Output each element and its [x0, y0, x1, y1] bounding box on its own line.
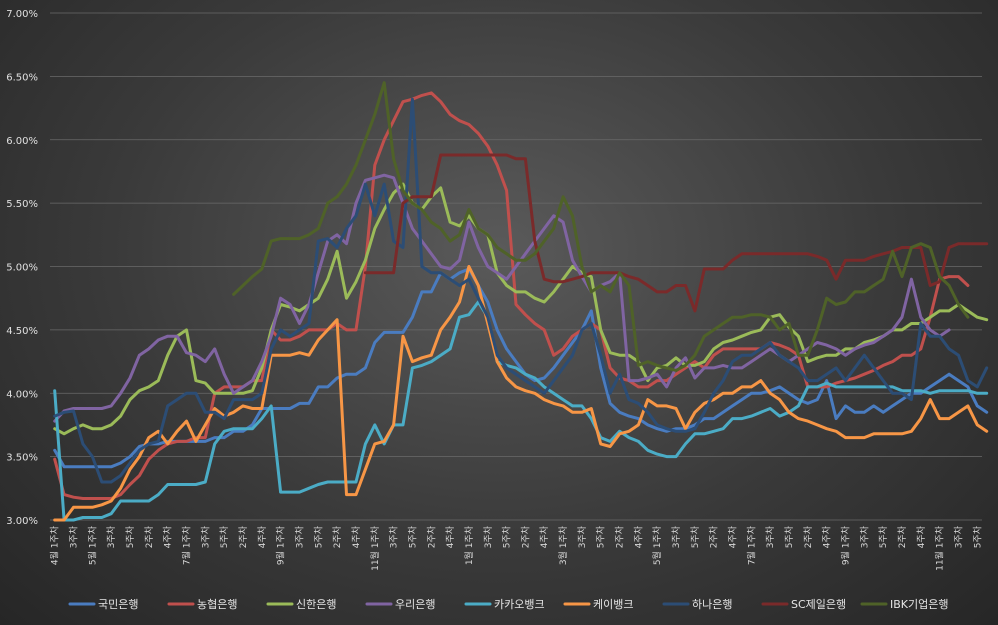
x-tick-label: 3주차: [576, 525, 588, 548]
x-tick-label: 7월 1주차: [181, 525, 193, 565]
x-tick-label: 5주차: [971, 525, 983, 548]
x-tick-label: 4주차: [821, 525, 833, 548]
x-tick-label: 4주차: [538, 525, 550, 548]
x-tick-label: 3주차: [68, 525, 80, 548]
x-tick-label: 3주차: [199, 525, 211, 548]
y-tick-label: 3.00%: [6, 516, 38, 527]
series-line: [232, 81, 970, 372]
legend-label: 하나은행: [692, 597, 732, 611]
x-tick-label: 11월 1주차: [934, 525, 946, 571]
x-tick-label: 2주차: [331, 525, 343, 548]
x-tick-label: 11월 1주차: [369, 525, 381, 571]
x-tick-label: 3주차: [105, 525, 117, 548]
x-tick-label: 7월 1주차: [745, 525, 757, 565]
legend-label: 케이뱅크: [593, 598, 633, 611]
x-tick-label: 2주차: [614, 525, 626, 548]
x-tick-label: 2주차: [143, 525, 155, 548]
x-tick-label: 3주차: [858, 525, 870, 548]
x-tick-label: 5주차: [406, 525, 418, 548]
x-tick-label: 1월 1주차: [463, 525, 475, 565]
x-tick-label: 3주차: [764, 525, 776, 548]
x-tick-label: 9월 1주차: [839, 525, 851, 565]
x-tick-label: 4주차: [727, 525, 739, 548]
x-tick-label: 5주차: [877, 525, 889, 548]
x-tick-label: 5주차: [689, 525, 701, 548]
y-tick-label: 7.00%: [6, 9, 38, 20]
x-tick-label: 2주차: [896, 525, 908, 548]
legend-label: 국민은행: [98, 598, 138, 611]
legend-label: 농협은행: [197, 598, 237, 611]
series-line: [53, 97, 989, 484]
series-line: [53, 173, 951, 423]
x-tick-label: 5월 1주차: [651, 525, 663, 565]
series-line: [53, 267, 989, 469]
y-axis-ticks: 3.00% 3.50% 4.00% 4.50% 5.00% 5.50% 6.00% 6.50%…: [6, 9, 38, 527]
series-lines: [53, 81, 989, 522]
x-tick-label: 5주차: [218, 525, 230, 548]
x-tick-label: 5주차: [783, 525, 795, 548]
x-tick-label: 4주차: [162, 525, 174, 548]
y-tick-label: 4.00%: [6, 389, 38, 400]
series-line: [53, 91, 970, 500]
x-tick-label: 3주차: [670, 525, 682, 548]
x-tick-label: 5주차: [124, 525, 136, 548]
x-tick-label: 3월 1주차: [557, 525, 569, 565]
x-tick-label: 3주차: [293, 525, 305, 548]
x-tick-label: 4월 1주차: [49, 525, 61, 565]
x-tick-label: 5월 1주차: [86, 525, 98, 565]
legend-label: 신한은행: [296, 598, 336, 611]
x-tick-label: 3주차: [482, 525, 494, 548]
x-tick-label: 4주차: [632, 525, 644, 548]
legend-label: SC제일은행: [791, 597, 846, 611]
x-tick-label: 2주차: [237, 525, 249, 548]
legend-label: IBK기업은행: [890, 598, 948, 611]
x-tick-label: 5주차: [501, 525, 513, 548]
legend: 국민은행 농협은행 신한은행 우리은행 카카오뱅크 케이뱅크 하나은행 SC제일은행 IBK기업…: [68, 597, 948, 611]
series-line: [53, 300, 989, 522]
series-line: [363, 153, 989, 313]
y-tick-label: 5.00%: [6, 263, 38, 274]
legend-label: 우리은행: [395, 598, 435, 611]
x-tick-label: 3주차: [388, 525, 400, 548]
x-axis-ticks: 4월 1주차 3주차 5월 1주차 3주차 5주차 2주차 4주차 7월 1주차 3주차 5주차 2…: [49, 525, 984, 571]
x-tick-label: 2주차: [802, 525, 814, 548]
x-tick-label: 4주차: [256, 525, 268, 548]
series-line: [53, 182, 989, 436]
y-tick-label: 4.50%: [6, 326, 38, 337]
y-tick-label: 6.50%: [6, 72, 38, 83]
y-tick-label: 3.50%: [6, 453, 38, 464]
legend-label: 카카오뱅크: [494, 598, 545, 611]
y-tick-label: 5.50%: [6, 199, 38, 210]
x-tick-label: 2주차: [519, 525, 531, 548]
x-tick-label: 9월 1주차: [275, 525, 287, 565]
y-tick-label: 6.00%: [6, 136, 38, 147]
x-tick-label: 4주차: [444, 525, 456, 548]
x-tick-label: 3주차: [952, 525, 964, 548]
x-tick-label: 4주차: [350, 525, 362, 548]
x-tick-label: 2주차: [425, 525, 437, 548]
x-tick-label: 2주차: [708, 525, 720, 548]
series-line: [53, 265, 989, 522]
x-tick-label: 5주차: [595, 525, 607, 548]
x-tick-label: 5주차: [312, 525, 324, 548]
x-tick-label: 4주차: [915, 525, 927, 548]
